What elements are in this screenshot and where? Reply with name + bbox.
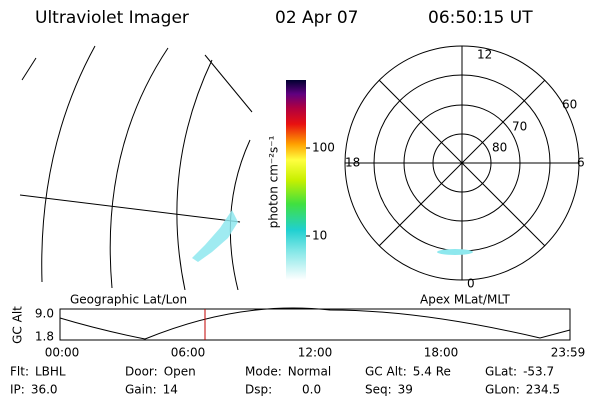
footer-label: Seq:: [365, 383, 392, 397]
footer-value: 234.5: [526, 383, 560, 397]
orbit-x-tick: 23:59: [551, 346, 586, 360]
mlt-label: 6: [577, 156, 585, 170]
orbit-y-tick: 1.8: [35, 330, 54, 344]
footer-label: Dsp:: [245, 383, 272, 397]
mlt-label: 12: [477, 48, 492, 62]
aurora: [192, 210, 238, 262]
lat-label: 60: [562, 98, 577, 112]
colorbar: [286, 80, 306, 280]
footer-value: LBHL: [35, 365, 66, 379]
footer-label: Door:: [125, 365, 158, 379]
footer-value: Normal: [288, 365, 331, 379]
footer-value: 14: [163, 383, 178, 397]
mlt-label: 0: [467, 277, 475, 291]
footer-label: GLon:: [485, 383, 520, 397]
orbit-x-tick: 12:00: [298, 346, 333, 360]
date: 02 Apr 07: [275, 8, 358, 28]
footer-value: 36.0: [31, 383, 58, 397]
polar-plot: 12 18 6 0 60 70 80: [344, 45, 585, 291]
mlt-label: 18: [345, 156, 360, 170]
footer-label: GC Alt:: [365, 365, 407, 379]
colorbar-tick: 10: [312, 229, 327, 243]
orbit-x-tick: 18:00: [424, 346, 459, 360]
orbit-plot: Geographic Lat/Lon Apex MLat/MLT GC Alt …: [11, 293, 586, 360]
geo-map: [19, 45, 253, 290]
lat-label: 70: [512, 120, 527, 134]
footer-value: 0.0: [302, 383, 321, 397]
orbit-left-title: Geographic Lat/Lon: [70, 293, 187, 307]
orbit-y-tick: 9.0: [35, 307, 54, 321]
colorbar-label: photon cm⁻²s⁻¹: [267, 135, 281, 228]
orbit-y-label: GC Alt: [11, 306, 25, 344]
time: 06:50:15 UT: [428, 8, 533, 28]
footer-value: -53.7: [523, 365, 554, 379]
colorbar-tick: 100: [312, 141, 335, 155]
title: Ultraviolet Imager: [35, 8, 189, 28]
footer-label: Gain:: [125, 383, 157, 397]
footer-label: IP:: [10, 383, 25, 397]
footer-label: Flt:: [10, 365, 29, 379]
orbit-right-title: Apex MLat/MLT: [420, 293, 510, 307]
orbit-x-tick: 06:00: [171, 346, 206, 360]
orbit-x-tick: 00:00: [45, 346, 80, 360]
aurora: [437, 249, 473, 255]
lat-label: 80: [492, 141, 507, 155]
footer: Flt: LBHL Door: Open Mode: Normal GC Alt: 5.4 R…: [10, 365, 560, 397]
footer-value: 39: [398, 383, 413, 397]
footer-value: 5.4 Re: [413, 365, 451, 379]
footer-value: Open: [164, 365, 196, 379]
footer-label: Mode:: [245, 365, 282, 379]
footer-label: GLat:: [485, 365, 517, 379]
